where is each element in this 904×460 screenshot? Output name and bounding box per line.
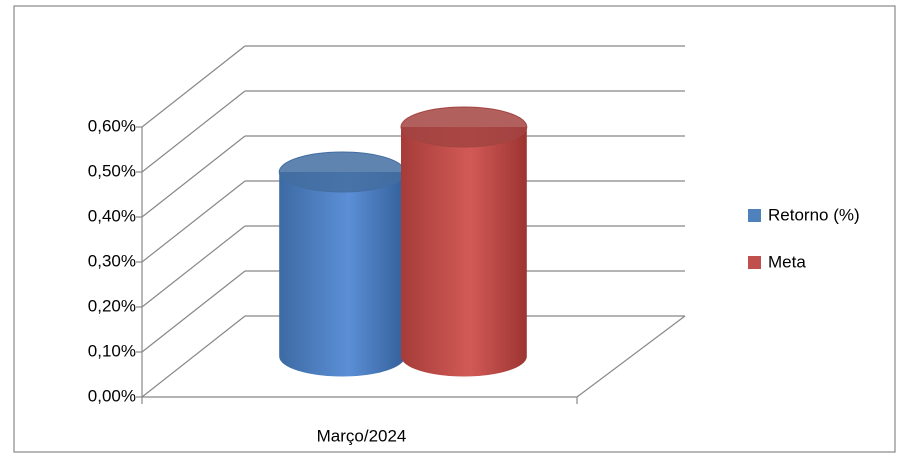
legend-swatch — [748, 256, 761, 269]
y-tick-label: 0,00% — [88, 386, 136, 405]
legend-label: Retorno (%) — [768, 205, 860, 224]
y-tick-label: 0,10% — [88, 341, 136, 360]
grid-line — [141, 270, 246, 353]
y-tick-label: 0,50% — [88, 161, 136, 180]
cylinder-top — [278, 151, 406, 193]
bar — [278, 151, 406, 377]
floor-edge — [576, 315, 686, 398]
grid-line — [141, 135, 246, 218]
y-tick-label: 0,20% — [88, 296, 136, 315]
cylinder-top — [400, 106, 528, 148]
grid-line — [141, 90, 246, 173]
y-tick-label: 0,60% — [88, 116, 136, 135]
grid-line — [141, 225, 246, 308]
x-tick-label: Março/2024 — [317, 426, 407, 445]
grid-line — [141, 45, 246, 128]
cylinder-body — [401, 127, 527, 377]
legend-swatch — [748, 209, 761, 222]
grid-line — [141, 315, 246, 398]
grid-line — [141, 180, 246, 263]
legend-label: Meta — [768, 252, 806, 271]
bar — [400, 106, 528, 377]
y-tick-label: 0,40% — [88, 206, 136, 225]
y-tick-label: 0,30% — [88, 251, 136, 270]
cylinder-body — [279, 172, 405, 377]
